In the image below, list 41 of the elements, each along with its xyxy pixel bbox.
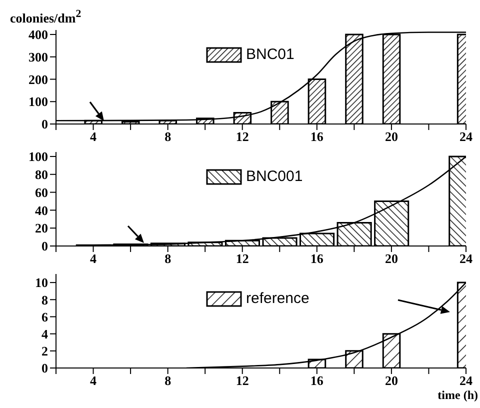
x-tick-label: 24 [460, 373, 473, 388]
y-tick-label: 40 [35, 202, 48, 218]
y-tick-label: 0 [42, 360, 48, 376]
x-tick-label: 4 [90, 129, 98, 144]
y-tick-label: 200 [28, 72, 48, 87]
x-tick-label: 24 [460, 129, 473, 144]
x-tick-label: 12 [236, 373, 249, 388]
x-tick-label: 16 [310, 251, 324, 266]
x-tick-label: 16 [310, 373, 324, 388]
y-tick-label: 100 [28, 94, 48, 110]
y-tick-label: 2 [42, 344, 48, 359]
x-axis-title: time (h) [438, 388, 478, 402]
x-tick-label: 12 [236, 129, 249, 144]
y-tick-label: 0 [42, 238, 48, 254]
y-tick-label: 60 [35, 184, 48, 200]
x-tick-label: 20 [384, 373, 398, 388]
y-tick-label: 300 [28, 49, 48, 64]
x-tick-label: 12 [236, 251, 249, 266]
x-tick-label: 16 [310, 129, 324, 144]
y-tick-label: 100 [28, 149, 48, 164]
y-tick-label: 8 [42, 292, 48, 308]
y-tick-label: 400 [28, 27, 48, 42]
legend-label: reference [246, 290, 310, 307]
legend-label: BNC001 [246, 168, 303, 185]
x-tick-label: 8 [164, 373, 172, 388]
y-tick-label: 20 [35, 220, 48, 236]
y-tick-label: 10 [35, 275, 48, 290]
line-series [56, 32, 466, 122]
y-tick-label: 4 [42, 326, 48, 342]
x-tick-label: 4 [90, 373, 98, 388]
y-axis-title: colonies/dm$^{2}$ [9, 8, 82, 26]
x-tick-label: 20 [384, 129, 398, 144]
x-tick-label: 8 [164, 129, 172, 144]
y-tick-label: 0 [42, 116, 48, 132]
y-tick-label: 6 [42, 309, 48, 324]
legend-label: BNC01 [246, 46, 294, 63]
x-tick-label: 8 [164, 251, 172, 266]
x-tick-label: 20 [384, 251, 398, 266]
y-tick-label: 80 [35, 166, 48, 182]
x-tick-label: 24 [460, 251, 473, 266]
x-tick-label: 4 [90, 251, 98, 266]
